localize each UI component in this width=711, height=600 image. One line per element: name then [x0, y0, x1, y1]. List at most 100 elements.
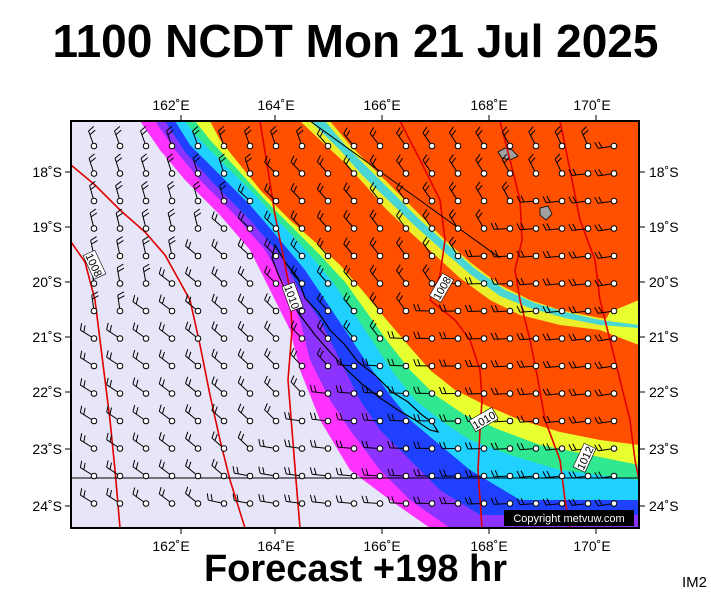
isobar-4 — [399, 121, 446, 301]
wind-barb — [528, 126, 540, 150]
wind-barb — [132, 487, 150, 507]
lat-tick-right-22: 22˚S — [649, 384, 679, 400]
wind-barb — [475, 208, 488, 232]
wind-barb — [114, 126, 124, 150]
wind-barb — [290, 237, 306, 260]
wind-barb — [516, 470, 540, 480]
wind-barb — [396, 154, 410, 177]
wind-barb — [88, 126, 98, 150]
lat-tick-left-19: 19˚S — [32, 219, 62, 235]
wind-barb — [501, 181, 514, 205]
wind-barb — [501, 153, 514, 177]
wind-barb — [264, 265, 280, 287]
wind-barb — [185, 486, 202, 507]
wind-barb — [218, 126, 228, 150]
wind-barb — [115, 208, 124, 232]
diagonal-line — [309, 121, 501, 259]
lat-tick-right-20: 20˚S — [649, 274, 679, 290]
wind-barb — [464, 332, 488, 342]
wind-barb — [490, 250, 514, 260]
wind-barb — [542, 498, 566, 507]
wind-barb — [594, 416, 618, 425]
wind-barb — [132, 349, 150, 370]
wind-barb — [343, 264, 358, 287]
wind-barb — [396, 264, 410, 287]
lat-tick-right-21: 21˚S — [649, 329, 679, 345]
wind-barb — [264, 348, 280, 370]
wind-barb — [290, 265, 306, 287]
wind-barb — [185, 431, 202, 452]
wind-barb — [464, 497, 488, 507]
wind-barb — [369, 154, 384, 177]
lat-tick-right-19: 19˚S — [649, 219, 679, 235]
wind-barb — [396, 126, 410, 150]
wind-barb — [361, 468, 384, 480]
wind-barb — [568, 306, 592, 315]
lon-tick-top-166: 166˚E — [363, 97, 400, 113]
wind-barb — [116, 236, 124, 260]
wind-barb — [568, 498, 592, 507]
wind-barb — [237, 320, 254, 342]
wind-barb — [211, 458, 228, 480]
wind-barb — [185, 404, 202, 425]
wind-barb — [490, 277, 514, 287]
wind-barb — [387, 386, 410, 397]
wind-barb — [422, 126, 436, 150]
wind-barb — [542, 195, 566, 205]
wind-barb — [185, 321, 202, 342]
wind-barb — [335, 440, 358, 452]
wind-barb — [132, 432, 150, 452]
wind-barb — [140, 126, 150, 150]
wind-barb — [158, 459, 176, 480]
product-code: IM2 — [681, 574, 707, 591]
wind-barb — [594, 361, 618, 370]
wind-barb — [106, 377, 124, 397]
wind-barb — [542, 250, 566, 260]
wind-barb — [413, 468, 436, 480]
wind-barb — [142, 263, 151, 287]
wind-barb — [309, 467, 332, 480]
wind-barb — [501, 126, 514, 150]
wind-barb — [343, 209, 358, 232]
wind-barb — [192, 153, 202, 177]
wind-barb — [568, 196, 592, 205]
wind-barb — [316, 182, 332, 205]
wind-barb — [343, 154, 358, 177]
lon-tick-bottom-166: 166˚E — [363, 538, 400, 554]
wind-barb — [369, 209, 384, 232]
wind-barb — [516, 442, 540, 452]
wind-barb — [290, 210, 306, 232]
wind-barb — [464, 469, 488, 480]
wind-barb — [516, 497, 540, 507]
wind-barb — [413, 413, 436, 425]
wind-barb — [422, 154, 436, 177]
wind-barb — [594, 278, 618, 287]
wind-barb — [244, 153, 254, 177]
wind-barb — [490, 305, 514, 315]
wind-barb — [568, 168, 592, 177]
wind-barb — [284, 439, 306, 452]
wind-barb — [542, 223, 566, 232]
wind-barb — [413, 386, 436, 397]
wind-barb — [490, 222, 514, 232]
wind-barb — [79, 323, 98, 342]
wind-barb — [316, 347, 332, 370]
wind-barb — [343, 292, 358, 315]
wind-barb — [158, 349, 176, 370]
wind-barb — [264, 210, 280, 232]
map-title: 1100 NCDT Mon 21 Jul 2025 — [52, 15, 659, 67]
wind-barb — [439, 441, 462, 452]
lat-tick-left-20: 20˚S — [32, 274, 62, 290]
wind-barb — [185, 349, 202, 370]
wind-barb — [211, 266, 228, 287]
copyright-box — [504, 510, 634, 526]
wind-barb — [361, 385, 384, 397]
isobar-5 — [429, 299, 483, 528]
wind-barb — [396, 291, 410, 315]
lon-tick-bottom-164: 164˚E — [257, 538, 294, 554]
wind-barb — [158, 376, 176, 397]
wind-barb — [193, 208, 202, 232]
wind-barb — [490, 497, 514, 507]
wind-barb — [290, 375, 306, 397]
wind-barb — [106, 350, 124, 370]
